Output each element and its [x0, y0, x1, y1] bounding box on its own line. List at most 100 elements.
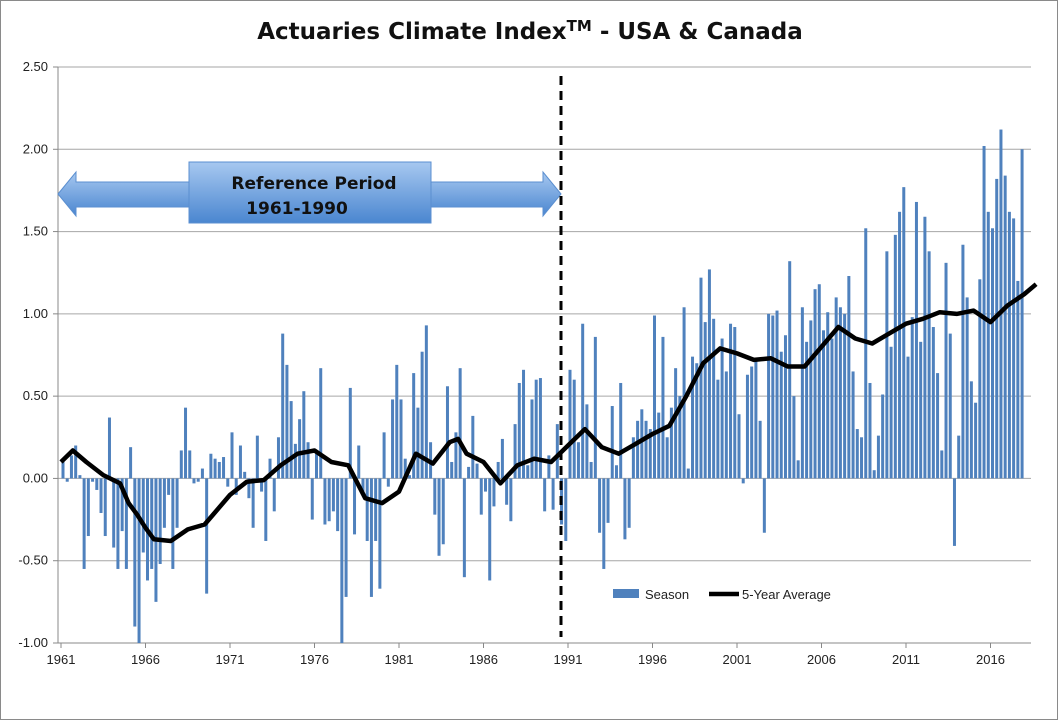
- season-bar: [188, 450, 192, 479]
- season-bar: [82, 478, 86, 569]
- season-bar: [357, 445, 361, 479]
- season-bar: [319, 368, 323, 479]
- season-bar: [919, 341, 923, 479]
- y-tick-label: 1.50: [23, 224, 48, 239]
- season-bar: [268, 458, 272, 479]
- season-bar: [627, 478, 631, 528]
- x-tick-label: 2011: [892, 652, 920, 667]
- season-bar: [251, 478, 255, 528]
- season-bar: [179, 450, 183, 479]
- season-bar: [200, 468, 204, 479]
- season-bar: [775, 310, 779, 479]
- season-bar: [961, 244, 965, 479]
- season-bar: [61, 461, 65, 479]
- season-bar: [340, 478, 344, 643]
- season-bar: [226, 478, 230, 487]
- season-bar: [99, 478, 103, 513]
- season-bar: [931, 327, 935, 479]
- season-bar: [124, 478, 128, 569]
- season-bar: [555, 424, 559, 479]
- x-tick-label: 1976: [300, 652, 329, 667]
- season-bar: [492, 478, 496, 507]
- season-bar: [669, 407, 673, 479]
- season-bar: [948, 333, 952, 479]
- season-bar: [116, 478, 120, 569]
- season-bar: [750, 366, 754, 479]
- season-bar: [331, 478, 335, 512]
- season-bar: [914, 201, 918, 479]
- season-bar: [834, 297, 838, 479]
- season-bar: [585, 404, 589, 479]
- season-bar: [496, 461, 500, 479]
- season-bar: [923, 216, 927, 479]
- season-bar: [906, 356, 910, 479]
- season-bar: [310, 478, 314, 520]
- season-bar: [952, 478, 956, 546]
- season-bar: [522, 369, 526, 479]
- season-bar: [995, 178, 999, 479]
- season-bar: [716, 379, 720, 479]
- y-tick-label: 0.00: [23, 470, 48, 485]
- season-bar: [133, 478, 137, 627]
- season-bar: [657, 412, 661, 479]
- season-bar: [120, 478, 124, 532]
- season-bar: [986, 211, 990, 479]
- season-bar: [674, 368, 678, 479]
- reference-period-years: 1961-1990: [246, 199, 348, 219]
- season-bar: [623, 478, 627, 540]
- season-bar: [876, 435, 880, 479]
- season-bar: [230, 432, 234, 479]
- arrow-left-icon: [57, 170, 190, 218]
- season-bar: [222, 457, 226, 479]
- x-tick-label: 2016: [976, 652, 1005, 667]
- x-tick-label: 2006: [807, 652, 836, 667]
- season-bar: [353, 478, 357, 535]
- season-bar: [868, 382, 872, 479]
- season-bar: [830, 338, 834, 479]
- season-bar: [475, 463, 479, 479]
- season-bar: [665, 437, 669, 479]
- season-bar: [327, 478, 331, 522]
- season-bar: [940, 450, 944, 479]
- season-bar: [644, 420, 648, 479]
- season-bar: [462, 478, 466, 578]
- season-bar: [167, 478, 171, 495]
- season-bar: [192, 478, 196, 484]
- season-bar: [809, 320, 813, 479]
- season-bar: [382, 432, 386, 479]
- season-bar: [792, 396, 796, 479]
- season-bar: [547, 455, 551, 479]
- season-bar: [598, 478, 602, 533]
- x-tick-label: 1961: [47, 652, 76, 667]
- season-bar: [1012, 218, 1016, 479]
- season-bar: [843, 313, 847, 479]
- season-bar: [1016, 280, 1020, 479]
- legend-average-label: 5-Year Average: [742, 587, 831, 602]
- season-bar: [137, 478, 141, 643]
- season-bar: [893, 234, 897, 479]
- season-bar: [864, 228, 868, 479]
- season-bar: [450, 461, 454, 479]
- season-bar: [103, 478, 107, 537]
- season-bar: [298, 419, 302, 479]
- y-tick-label: -1.00: [18, 635, 48, 650]
- season-bar: [285, 364, 289, 479]
- season-bar: [699, 277, 703, 479]
- season-bar: [65, 478, 69, 482]
- season-bar: [838, 307, 842, 479]
- reference-period-annotation: Reference Period 1961-1990: [57, 161, 562, 224]
- season-bar: [733, 327, 737, 479]
- season-bar: [957, 435, 961, 479]
- season-bar: [247, 478, 251, 499]
- season-bar: [1003, 175, 1007, 479]
- season-bar: [171, 478, 175, 569]
- season-bar: [238, 445, 242, 479]
- x-tick-label: 1981: [385, 652, 414, 667]
- season-bar: [433, 478, 437, 515]
- season-bar: [293, 443, 297, 479]
- season-bar: [543, 478, 547, 512]
- season-bar: [217, 461, 221, 479]
- season-bar: [779, 351, 783, 479]
- season-bar: [712, 318, 716, 479]
